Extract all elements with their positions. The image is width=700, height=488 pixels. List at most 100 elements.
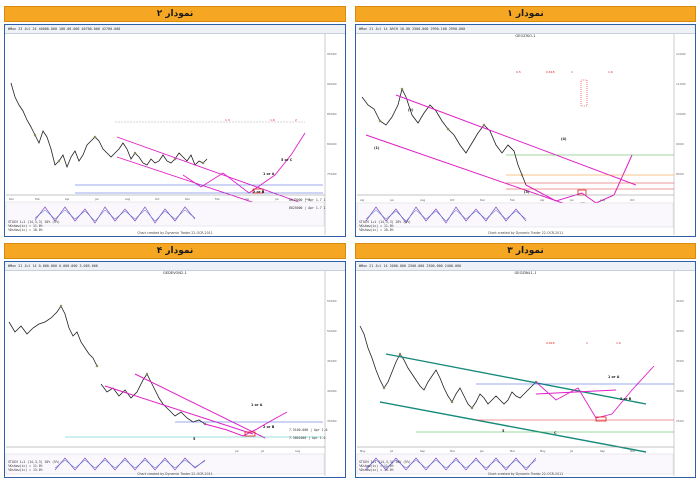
svg-text:1.6: 1.6: [616, 341, 621, 345]
symbol-label: GEOZINL1-1: [514, 271, 537, 275]
svg-text:0.618: 0.618: [546, 70, 555, 74]
svg-text:4000: 4000: [676, 329, 684, 333]
svg-text:Aug: Aug: [420, 198, 425, 202]
svg-text:50000: 50000: [327, 329, 337, 333]
stoch-label: %Dshow(ic) = 13.0%: [8, 468, 43, 472]
svg-text:1.3: 1.3: [225, 118, 230, 122]
svg-text:80000: 80000: [327, 142, 337, 146]
svg-text:0.618: 0.618: [546, 341, 555, 345]
stoch-label: %Kshow(ic) = 11.0%: [8, 464, 43, 468]
svg-text:90000: 90000: [327, 82, 337, 86]
svg-text:4500: 4500: [676, 299, 684, 303]
chart-panel-1: نمودار ۱ WMon 21 Jul 14 ARCH 10.00 2500.…: [355, 6, 696, 237]
price-chart: 95000 90000 85000 80000 75000 1.3 1.6 2 1 or …: [5, 34, 337, 235]
chart-toolbar: WMon 21 Jul 14 ARCH 10.00 2500.000 2990.…: [356, 25, 695, 34]
chart-frame: WMon 21 Jul 14 2000.000 2500.000 2300.00…: [355, 261, 696, 478]
wave-label: (1): [374, 146, 380, 150]
stoch-label: %Dshow(ic) = 13.0%: [359, 468, 394, 472]
symbol-label: GEDEVON2-1: [163, 271, 187, 275]
level-label: 8043000 | Apr 1.7 1: [289, 198, 326, 202]
svg-text:40000: 40000: [327, 389, 337, 393]
chart-frame: WMon 23 Jul 24 40000.000 188.00.000 4070…: [4, 24, 346, 237]
svg-text:C: C: [554, 431, 557, 435]
panel-title: نمودار ۲: [4, 6, 346, 22]
level-label: 7.5100.000 | Apr 1.0: [289, 428, 328, 432]
chart-toolbar: WMon 21 Jul 14 0.000.000 0.000.000 3.085…: [5, 262, 345, 271]
svg-text:Nov: Nov: [450, 449, 456, 453]
level-label: 8025000 | Apr 1.7 1: [289, 206, 326, 210]
credit-text: Chart created by Dynamic Trader 22-OCR-2…: [137, 231, 213, 235]
svg-text:Jun: Jun: [569, 198, 574, 202]
stoch-label: %Kshow(ic) = 11.0%: [8, 224, 43, 228]
svg-text:Nov: Nov: [630, 449, 636, 453]
svg-text:Feb: Feb: [510, 198, 515, 202]
chart-toolbar: WMon 23 Jul 24 40000.000 188.00.000 4070…: [5, 25, 345, 34]
svg-text:11000: 11000: [676, 82, 686, 86]
svg-text:1: 1: [571, 70, 573, 74]
svg-text:Jun: Jun: [389, 198, 394, 202]
svg-text:Dec: Dec: [480, 198, 486, 202]
svg-text:85000: 85000: [327, 112, 337, 116]
svg-text:3500: 3500: [676, 359, 684, 363]
svg-text:2: 2: [295, 118, 297, 122]
credit-text: Chart created by Dynamic Trader 22-OCR-2…: [487, 472, 564, 476]
chart-toolbar: WMon 21 Jul 14 2000.000 2500.000 2300.00…: [356, 262, 695, 271]
svg-text:12000: 12000: [676, 52, 686, 56]
svg-text:Jul: Jul: [260, 449, 264, 453]
svg-text:Oct: Oct: [155, 197, 160, 201]
svg-text:95000: 95000: [327, 52, 337, 56]
svg-text:Oct: Oct: [630, 198, 635, 202]
svg-text:5: 5: [193, 437, 196, 441]
svg-text:Feb: Feb: [215, 197, 220, 201]
svg-text:May: May: [540, 449, 546, 453]
wave-label: (3): [524, 190, 530, 194]
svg-text:Apr: Apr: [65, 197, 70, 201]
stoch-label: %Dshow(ic) = 18.0%: [8, 228, 43, 232]
svg-text:1 or A: 1 or A: [608, 375, 620, 379]
svg-text:Apr: Apr: [245, 197, 250, 201]
svg-text:9000: 9000: [676, 142, 684, 146]
svg-text:Jul: Jul: [569, 449, 573, 453]
svg-text:Apr: Apr: [360, 198, 365, 202]
svg-text:Aug: Aug: [125, 197, 130, 201]
wave-label: (4): [561, 137, 567, 141]
price-chart: 55000 50000 45000 40000 35000 1 or A 2 or B 5…: [5, 271, 337, 476]
svg-text:45000: 45000: [327, 359, 337, 363]
chart-panel-2: نمودار ۲ WMon 23 Jul 24 40000.000 188.00…: [4, 6, 346, 237]
svg-text:0.5: 0.5: [516, 70, 521, 74]
stoch-label: STOCH 1+1 (14,3,3) 20% (5%): [8, 220, 60, 224]
svg-text:35000: 35000: [327, 419, 337, 423]
svg-text:55000: 55000: [327, 299, 337, 303]
svg-text:Aug: Aug: [600, 198, 605, 202]
svg-text:5 or C: 5 or C: [281, 158, 293, 162]
svg-text:Oct: Oct: [450, 198, 455, 202]
chart-panel-4: نمودار ۴ WMon 21 Jul 14 0.000.000 0.000.…: [4, 243, 346, 478]
panel-title: نمودار ۳: [355, 243, 696, 259]
svg-text:Aug: Aug: [295, 449, 300, 453]
svg-text:2500: 2500: [676, 419, 684, 423]
chart-frame: WMon 21 Jul 14 ARCH 10.00 2500.000 2990.…: [355, 24, 696, 237]
svg-text:10000: 10000: [676, 112, 686, 116]
symbol-label: GEOZISO-1: [515, 34, 536, 38]
svg-text:Jun: Jun: [234, 449, 239, 453]
svg-text:Feb: Feb: [35, 197, 40, 201]
stoch-label: STOCH 1+1 (14,3,3) 20% (5%): [359, 460, 411, 464]
credit-text: Chart created by Dynamic Trader 22-OCR-2…: [487, 231, 564, 235]
svg-text:75000: 75000: [327, 172, 337, 176]
svg-text:Jun: Jun: [274, 197, 279, 201]
stoch-label: STOCH 1+1 (14,3,3) 20% (5%): [359, 220, 411, 224]
svg-text:1 or A: 1 or A: [263, 172, 275, 176]
svg-text:Mar: Mar: [510, 449, 516, 453]
svg-text:May: May: [360, 449, 366, 453]
svg-text:Jun: Jun: [94, 197, 99, 201]
stoch-label: %Kshow(ic) = 11.0%: [359, 464, 394, 468]
svg-text:Jan: Jan: [479, 449, 484, 453]
svg-text:5: 5: [502, 429, 505, 433]
stoch-label: STOCH 1+1 (14,3,3) 20% (5%): [8, 460, 60, 464]
svg-text:1: 1: [586, 341, 588, 345]
svg-text:Dec: Dec: [9, 197, 15, 201]
price-chart: 4500 4000 3500 3000 2500 1 or A 2 or B C 5: [356, 271, 684, 476]
svg-text:Dec: Dec: [185, 197, 191, 201]
svg-text:8000: 8000: [676, 172, 684, 176]
